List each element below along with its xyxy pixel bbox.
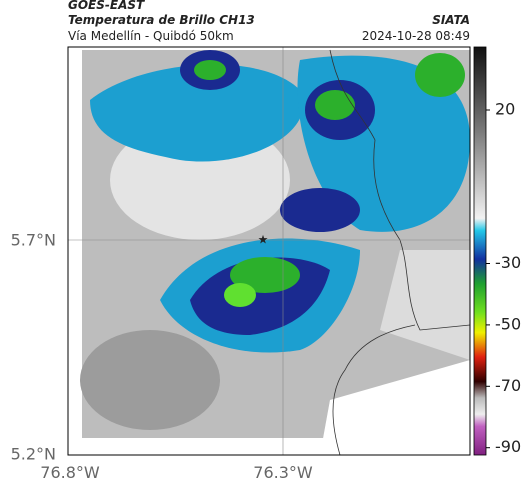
convection-core [194, 60, 226, 80]
colorbar-tick-label: -70 [495, 376, 521, 395]
colorbar-tick-label: -30 [495, 253, 521, 272]
convection-core [230, 257, 300, 293]
convection [90, 64, 304, 162]
product: Temperatura de Brillo CH13 [68, 13, 255, 27]
lon-label: 76.3°W [253, 463, 313, 482]
org: SIATA [432, 13, 470, 27]
clear-area [320, 360, 470, 455]
lat-label: 5.2°N [11, 445, 56, 464]
route: Vía Medellín - Quibdó 50km [68, 29, 234, 43]
convection-core [224, 283, 256, 307]
lon-label: 76.8°W [40, 463, 100, 482]
colorbar-tick-label: 20 [495, 100, 515, 119]
colorbar-tick-label: -50 [495, 314, 521, 333]
colorbar [473, 46, 487, 456]
colorbar-ticks: 20 -30 -50 -70 -90 [486, 100, 521, 456]
cloud [80, 330, 220, 430]
source: GOES-EAST [68, 0, 145, 12]
coastline [329, 49, 470, 455]
convection [280, 188, 360, 232]
lat-label: 5.7°N [11, 231, 56, 250]
station-marker: ★ [258, 233, 269, 247]
map: ★ [68, 47, 470, 455]
convection-core [315, 90, 355, 120]
colorbar-tick-label: -90 [495, 437, 521, 456]
map-frame [67, 46, 471, 456]
timestamp: 2024-10-28 08:49 [362, 29, 470, 43]
clear-area [380, 250, 470, 360]
convection-core [415, 53, 465, 97]
